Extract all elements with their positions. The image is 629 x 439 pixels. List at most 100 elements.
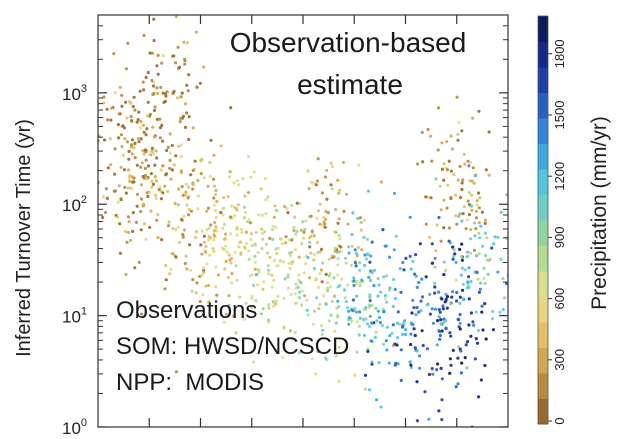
scatter-point (208, 174, 212, 178)
scatter-point (163, 99, 167, 103)
scatter-point (243, 194, 247, 198)
scatter-point (412, 306, 416, 310)
scatter-point (113, 172, 117, 176)
scatter-point (160, 123, 164, 127)
scatter-point (466, 280, 470, 284)
scatter-point (458, 321, 462, 325)
scatter-point (242, 205, 247, 209)
scatter-point (412, 327, 416, 331)
scatter-point (514, 288, 517, 291)
scatter-point (433, 265, 437, 269)
scatter-point (142, 33, 146, 38)
scatter-point (223, 244, 228, 248)
scatter-point (143, 166, 147, 170)
scatter-point (469, 237, 473, 241)
scatter-point (238, 295, 242, 299)
scatter-point (176, 45, 180, 49)
scatter-point (428, 235, 432, 239)
scatter-point (442, 178, 446, 182)
scatter-point (335, 306, 339, 310)
scatter-point (295, 201, 299, 205)
scatter-point (463, 356, 467, 360)
scatter-point (437, 215, 441, 220)
scatter-point (456, 178, 460, 182)
scatter-point (383, 293, 388, 298)
scatter-point (106, 118, 110, 122)
colorbar-swatch (538, 296, 548, 323)
scatter-point (165, 90, 169, 94)
scatter-point (459, 195, 463, 200)
scatter-point (501, 277, 505, 281)
scatter-point (306, 169, 310, 173)
scatter-point (181, 233, 185, 237)
scatter-point (465, 218, 469, 222)
scatter-point (101, 215, 105, 220)
scatter-point (141, 149, 145, 153)
scatter-point (355, 294, 359, 298)
scatter-point (105, 196, 109, 200)
scatter-point (334, 354, 338, 358)
scatter-point (108, 137, 112, 141)
scatter-point (448, 357, 452, 361)
scatter-point (324, 302, 328, 306)
scatter-point (325, 168, 329, 172)
scatter-point (368, 299, 372, 303)
scatter-point (309, 234, 313, 238)
scatter-point (288, 266, 292, 270)
scatter-point (215, 199, 219, 203)
scatter-point (502, 296, 507, 300)
scatter-point (458, 164, 462, 169)
scatter-point (125, 116, 129, 120)
scatter-point (301, 220, 305, 224)
scatter-point (127, 219, 131, 224)
scatter-point (418, 366, 422, 370)
scatter-point (404, 332, 408, 336)
scatter-point (160, 238, 164, 242)
scatter-point (325, 197, 329, 201)
scatter-point (438, 329, 442, 334)
scatter-point (177, 65, 182, 69)
scatter-point (212, 184, 216, 188)
scatter-point (260, 246, 264, 251)
scatter-point (293, 215, 297, 219)
scatter-point (137, 260, 141, 264)
scatter-point (511, 248, 514, 251)
scatter-point (435, 343, 439, 347)
scatter-point (194, 30, 198, 34)
scatter-point (213, 193, 217, 197)
scatter-point (447, 159, 451, 163)
scatter-point (314, 277, 319, 281)
scatter-point (306, 313, 310, 317)
scatter-point (242, 317, 246, 321)
colorbar-swatch (538, 169, 548, 195)
scatter-point (117, 112, 121, 116)
scatter-point (472, 221, 476, 225)
scatter-point (249, 232, 253, 236)
scatter-point (460, 187, 464, 192)
scatter-point (431, 321, 435, 325)
scatter-point (246, 191, 251, 195)
scatter-point (251, 283, 256, 287)
scatter-point (150, 149, 154, 153)
scatter-point (350, 232, 354, 237)
scatter-point (170, 143, 174, 148)
scatter-point (149, 172, 153, 176)
scatter-point (444, 327, 448, 331)
scatter-point (457, 325, 461, 329)
scatter-point (143, 148, 148, 152)
scatter-point (434, 177, 438, 181)
scatter-point (374, 306, 378, 310)
scatter-point (408, 360, 412, 364)
scatter-point (292, 228, 296, 233)
scatter-point (167, 220, 171, 224)
scatter-point (166, 224, 171, 228)
scatter-point (436, 148, 440, 152)
scatter-point (451, 257, 455, 261)
scatter-point (483, 302, 487, 306)
scatter-point (199, 243, 203, 247)
scatter-point (281, 260, 286, 264)
scatter-point (366, 252, 370, 256)
scatter-point (491, 328, 495, 332)
scatter-point (182, 228, 187, 232)
scatter-point (254, 230, 258, 235)
